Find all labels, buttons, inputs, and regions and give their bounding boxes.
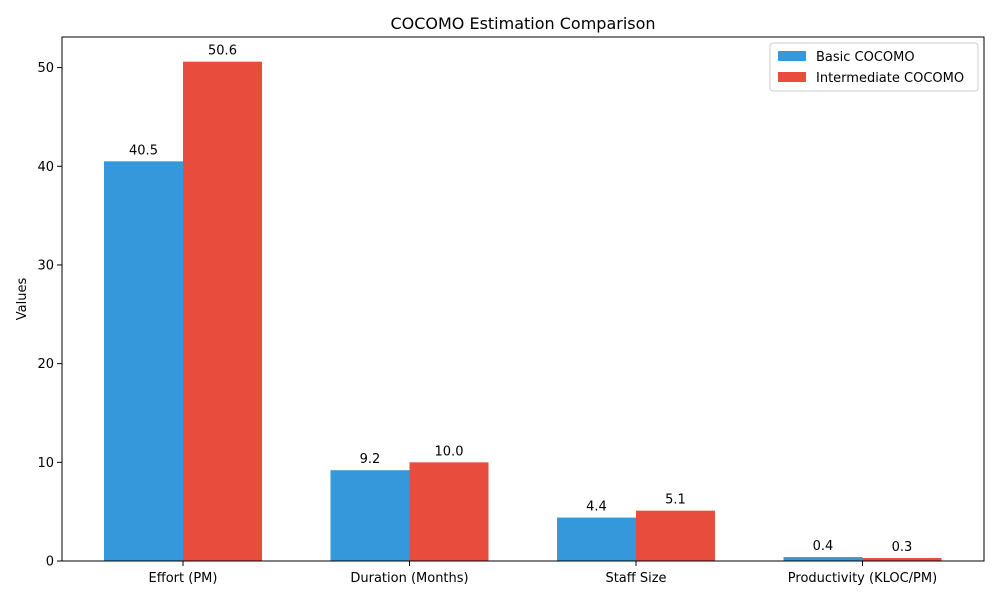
plot-frame: [61, 36, 985, 562]
y-axis-title: Values: [15, 278, 30, 321]
legend-box: [769, 42, 979, 92]
legend-swatch: [778, 72, 806, 82]
data-label: 5.1: [665, 493, 686, 508]
bar-intermediate[interactable]: [183, 61, 262, 561]
bar-basic[interactable]: [783, 557, 863, 561]
y-tick-label: 0: [46, 555, 54, 570]
data-label: 0.3: [892, 540, 913, 555]
y-tick-label: 10: [37, 456, 54, 471]
x-tick-label: Staff Size: [605, 571, 666, 586]
y-tick-label: 50: [37, 61, 54, 76]
y-tick-label: 40: [37, 160, 54, 175]
bar-intermediate[interactable]: [636, 510, 715, 561]
legend-swatch: [778, 51, 806, 61]
data-label: 10.0: [435, 444, 464, 459]
bar-basic[interactable]: [557, 517, 636, 561]
legend: Basic COCOMO Intermediate COCOMO: [769, 42, 979, 92]
data-label: 50.6: [208, 44, 237, 59]
y-tick-label: 30: [37, 258, 54, 273]
data-label: 4.4: [586, 500, 607, 515]
bar-basic[interactable]: [330, 470, 410, 561]
bar-basic[interactable]: [104, 161, 183, 561]
data-label: 9.2: [360, 452, 381, 467]
legend-label: Intermediate COCOMO: [816, 71, 964, 86]
data-label: 0.4: [813, 539, 834, 554]
x-tick-label: Productivity (KLOC/PM): [788, 571, 937, 586]
x-tick-label: Duration (Months): [350, 571, 468, 586]
bar-intermediate[interactable]: [409, 462, 489, 561]
plot-area: 0 10 20 30 40 50 40.5 50.6 Effort (PM) 9.2 10.0 Dur…: [37, 42, 979, 586]
data-label: 40.5: [129, 143, 158, 158]
bar-intermediate[interactable]: [862, 558, 942, 561]
y-tick-label: 20: [37, 357, 54, 372]
chart-title: COCOMO Estimation Comparison: [390, 14, 655, 33]
x-tick-label: Effort (PM): [149, 571, 218, 586]
legend-label: Basic COCOMO: [816, 50, 915, 65]
